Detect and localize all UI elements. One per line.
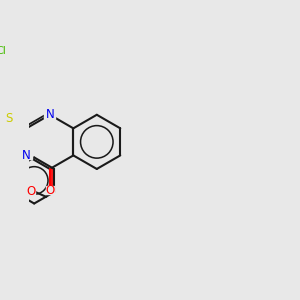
Text: O: O	[45, 184, 55, 196]
Bar	[44, 111, 55, 118]
Bar	[0, 47, 6, 55]
Text: N: N	[22, 149, 31, 162]
Text: S: S	[5, 112, 13, 125]
Bar	[21, 152, 32, 159]
Text: N: N	[46, 108, 54, 121]
Bar	[4, 114, 14, 122]
Text: O: O	[26, 185, 36, 199]
Bar	[27, 188, 35, 196]
Bar	[46, 186, 54, 194]
Text: Cl: Cl	[0, 46, 6, 56]
